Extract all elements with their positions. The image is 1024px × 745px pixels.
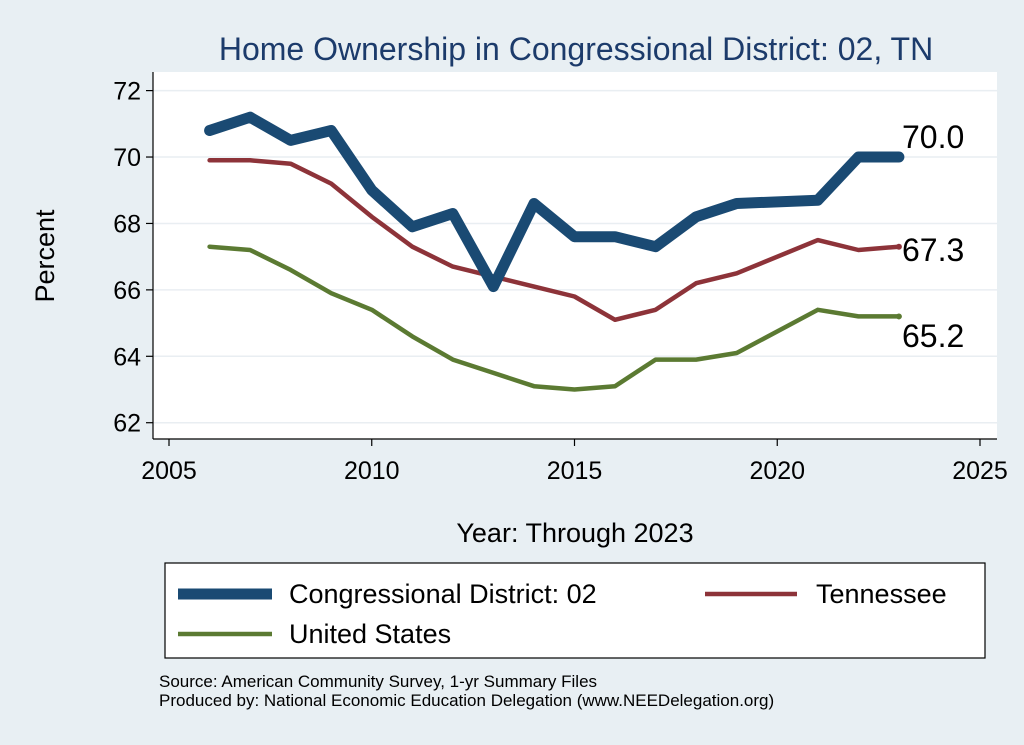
y-tick-label: 66: [113, 277, 141, 305]
producer-note: Produced by: National Economic Education…: [159, 691, 775, 710]
legend-label-2: United States: [289, 619, 451, 649]
gridlines: [153, 89, 997, 424]
series-end-marker-1: [895, 243, 902, 250]
x-axis-ticks: 2005 2010 2015 2020 2025: [141, 439, 1008, 485]
series-line-1: [207, 158, 902, 323]
y-tick-label: 62: [113, 410, 141, 438]
end-label-1: 67.3: [902, 232, 964, 268]
legend: Congressional District: 02 Tennessee Unite…: [164, 562, 986, 659]
source-note: Source: American Community Survey, 1-yr …: [159, 672, 598, 691]
x-tick-label: 2025: [952, 457, 1008, 485]
chart: Home Ownership in Congressional District…: [30, 31, 1008, 659]
y-axis-title: Percent: [30, 209, 60, 303]
y-tick-label: 68: [113, 210, 141, 238]
series-line-2: [207, 244, 902, 392]
x-tick-label: 2020: [749, 457, 805, 485]
series-lines: [204, 111, 905, 392]
footer: Source: American Community Survey, 1-yr …: [159, 672, 774, 710]
x-axis-title: Year: Through 2023: [456, 518, 693, 548]
end-labels: 70.0 67.3 65.2: [902, 119, 964, 354]
y-tick-label: 72: [113, 78, 141, 106]
series-line-0: [204, 111, 905, 293]
x-tick-label: 2005: [141, 457, 197, 485]
legend-box: [164, 562, 986, 659]
legend-label-0: Congressional District: 02: [289, 579, 597, 609]
x-tick-label: 2010: [344, 457, 400, 485]
legend-label-1: Tennessee: [816, 579, 947, 609]
y-tick-label: 70: [113, 144, 141, 172]
chart-title: Home Ownership in Congressional District…: [219, 31, 933, 67]
end-label-2: 65.2: [902, 318, 964, 354]
plot-area: [153, 72, 997, 439]
y-axis-ticks: 62 64 66 68 70 72: [113, 78, 153, 438]
x-tick-label: 2015: [547, 457, 603, 485]
series-end-marker-0: [895, 154, 902, 161]
end-label-0: 70.0: [902, 119, 964, 155]
series-end-marker-2: [895, 313, 902, 320]
y-tick-label: 64: [113, 343, 141, 371]
